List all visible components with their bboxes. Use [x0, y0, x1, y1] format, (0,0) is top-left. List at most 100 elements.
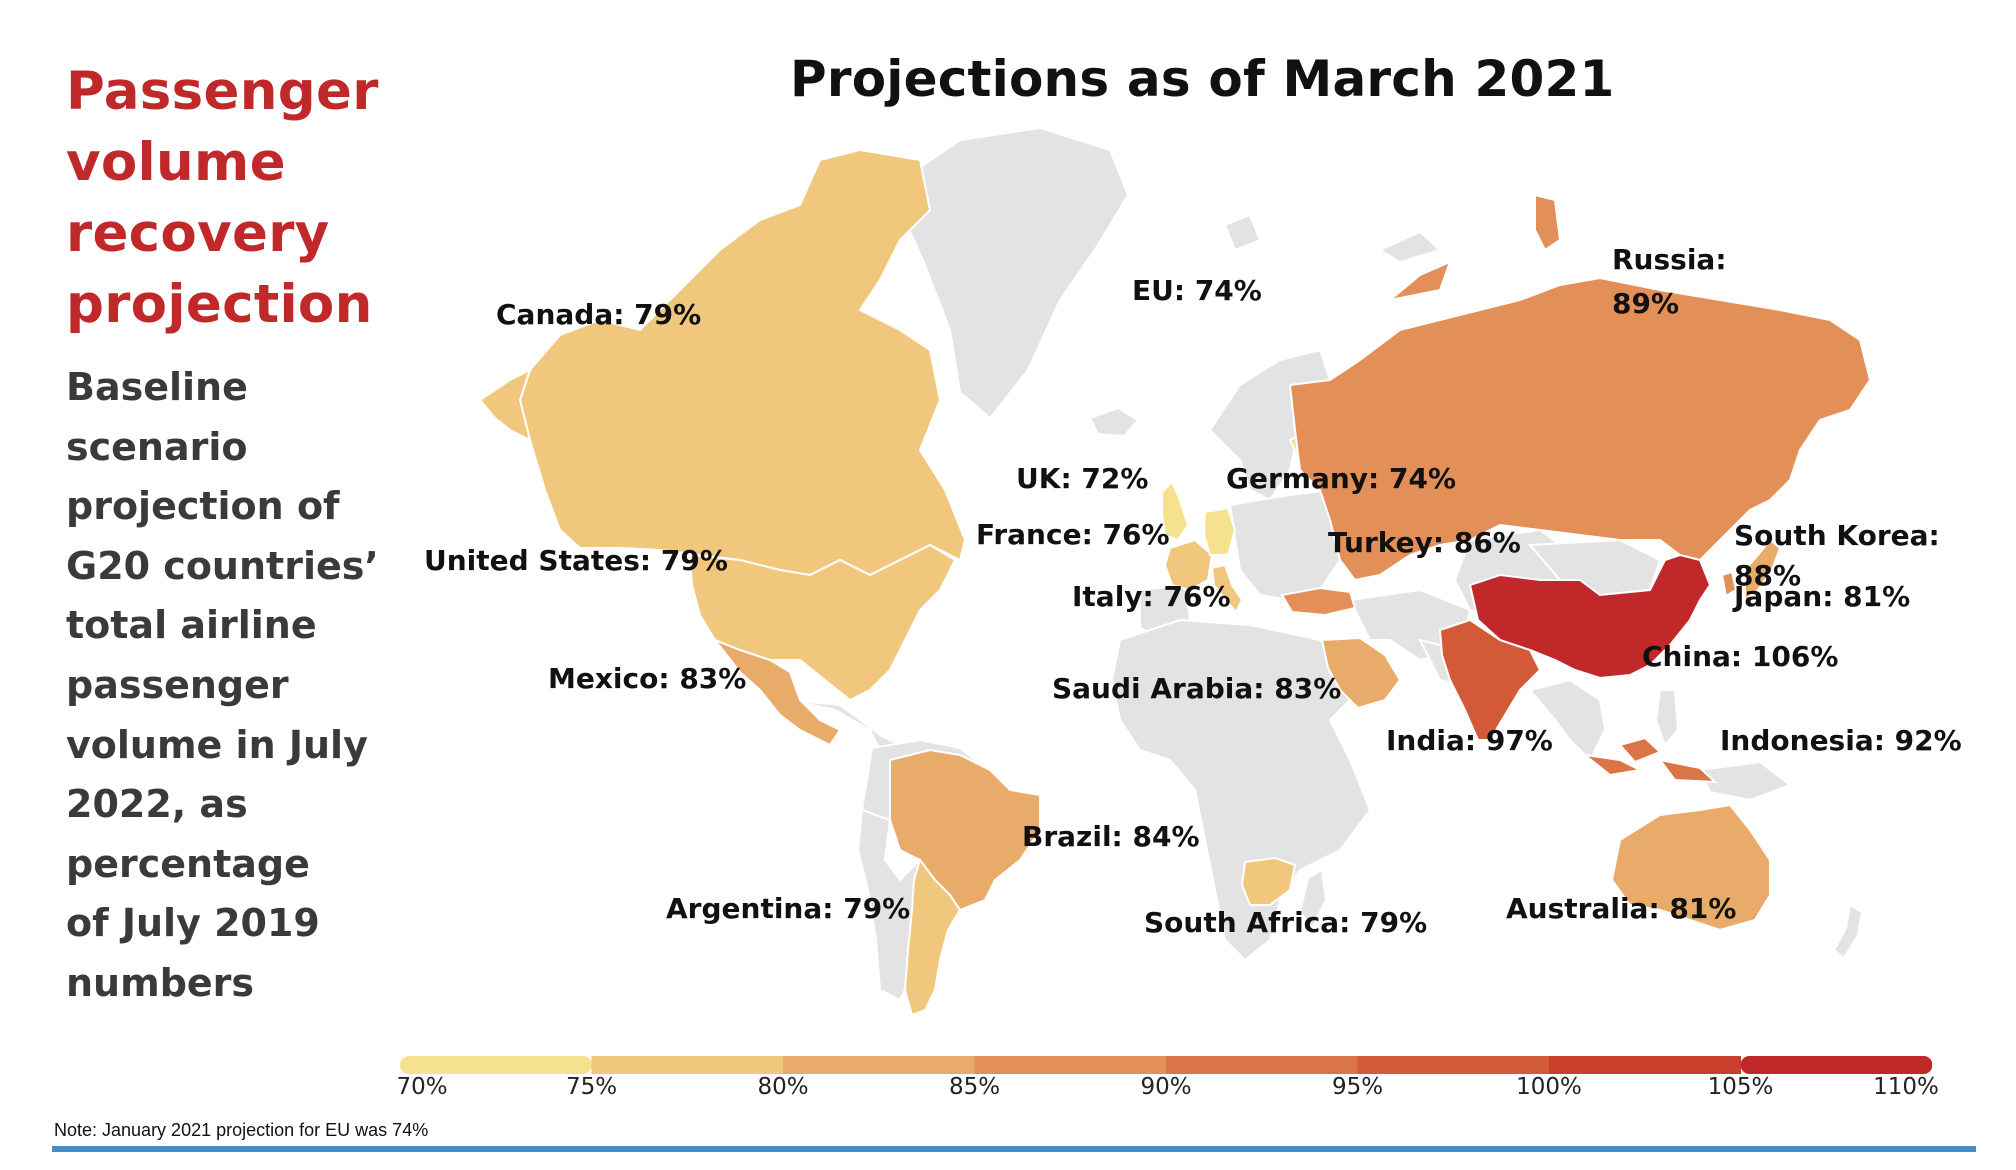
- label-name: Italy: [1072, 580, 1143, 613]
- description-line: percentage: [66, 841, 310, 886]
- label-argentina: Argentina: 79%: [666, 892, 911, 925]
- country-turkey[interactable]: [1280, 586, 1357, 617]
- country-saudi-arabia[interactable]: [1320, 636, 1402, 710]
- label-value: 76%: [1102, 518, 1170, 551]
- country-italy[interactable]: [1210, 563, 1244, 614]
- label-value: 83%: [1274, 672, 1342, 705]
- label-mexico: Mexico: 83%: [548, 662, 747, 695]
- label-name: Japan: [1734, 580, 1823, 613]
- label-name: South Africa: [1144, 906, 1340, 939]
- land-europe-east: [1228, 488, 1352, 602]
- label-value: 89%: [1612, 287, 1680, 320]
- label-value: 74%: [1194, 274, 1262, 307]
- label-value: 83%: [679, 662, 747, 695]
- country-russia-arctic[interactable]: [1389, 260, 1452, 301]
- title-line: volume: [66, 132, 286, 193]
- label-value: 106%: [1751, 640, 1839, 673]
- label-name: Germany: [1226, 462, 1369, 495]
- label-name: Indonesia: [1720, 724, 1874, 757]
- label-name: Brazil: [1022, 820, 1112, 853]
- country-south-africa[interactable]: [1240, 856, 1297, 906]
- label-value: 74%: [1389, 462, 1457, 495]
- legend-segment: [400, 1056, 592, 1074]
- label-italy: Italy: 76%: [1072, 580, 1231, 613]
- country-japan[interactable]: [1744, 538, 1782, 603]
- label-name: Argentina: [666, 892, 823, 925]
- title-line: projection: [66, 274, 373, 335]
- country-shapes: [478, 148, 1872, 1017]
- description-line: volume in July: [66, 722, 368, 767]
- label-us: United States: 79%: [424, 544, 728, 577]
- label-value: 97%: [1485, 724, 1553, 757]
- label-value: 72%: [1081, 462, 1149, 495]
- sidebar-description: Baseline scenario projection of G20 coun…: [66, 358, 396, 1014]
- land-madagascar: [1298, 868, 1328, 930]
- label-south-africa: South Africa: 79%: [1144, 906, 1428, 939]
- label-name: EU: [1132, 274, 1174, 307]
- description-line: 2022, as: [66, 782, 248, 827]
- sidebar-title: Passenger volume recovery projection: [66, 56, 396, 340]
- description-line: numbers: [66, 960, 255, 1005]
- legend-tick-label: 95%: [1331, 1074, 1384, 1100]
- land-iceland: [1088, 406, 1140, 438]
- label-value: 79%: [660, 544, 728, 577]
- label-australia: Australia: 81%: [1506, 892, 1737, 925]
- country-russia[interactable]: [1288, 276, 1872, 582]
- country-indonesia[interactable]: [1581, 736, 1718, 784]
- label-indonesia: Indonesia: 92%: [1720, 724, 1962, 757]
- title-line: recovery: [66, 203, 330, 264]
- label-value: 81%: [1843, 580, 1911, 613]
- country-south-korea[interactable]: [1720, 570, 1738, 598]
- label-south-korea: South Korea: 88%: [1734, 519, 1940, 592]
- description-line: G20 countries’: [66, 543, 379, 588]
- label-canada: Canada: 79%: [496, 298, 702, 331]
- label-eu: EU: 74%: [1132, 274, 1262, 307]
- label-value: 92%: [1894, 724, 1962, 757]
- legend-tick-label: 80%: [757, 1074, 809, 1100]
- footnote: Note: January 2021 projection for EU was…: [54, 1120, 429, 1140]
- country-canada[interactable]: [518, 148, 967, 577]
- country-germany[interactable]: [1202, 506, 1237, 556]
- label-turkey: Turkey: 86%: [1328, 526, 1521, 559]
- land-new-guinea: [1698, 760, 1793, 802]
- country-australia[interactable]: [1610, 803, 1771, 932]
- legend-segment: [974, 1056, 1167, 1074]
- legend-tick-label: 70%: [396, 1074, 448, 1100]
- country-us-alaska[interactable]: [478, 368, 532, 442]
- label-name: Saudi Arabia: [1052, 672, 1254, 705]
- country-uk[interactable]: [1161, 480, 1190, 542]
- land-greenland: [904, 126, 1130, 420]
- country-russia-far-east[interactable]: [1534, 193, 1562, 252]
- sidebar: Passenger volume recovery projection Bas…: [66, 56, 396, 1014]
- land-arctic-islands: [1377, 230, 1442, 264]
- legend-segment: [783, 1056, 975, 1074]
- country-china[interactable]: [1468, 553, 1712, 680]
- legend-tick-label: 90%: [1140, 1074, 1192, 1100]
- country-mexico[interactable]: [711, 637, 842, 747]
- legend-tick-label: 85%: [948, 1074, 1001, 1100]
- label-value: 88%: [1734, 559, 1802, 592]
- label-name: Russia: [1612, 243, 1716, 276]
- label-name: China: [1642, 640, 1731, 673]
- label-france: France: 76%: [976, 518, 1170, 551]
- label-value: 84%: [1132, 820, 1200, 853]
- label-india: India: 97%: [1386, 724, 1553, 757]
- legend-tick-label: 100%: [1516, 1074, 1582, 1100]
- label-brazil: Brazil: 84%: [1022, 820, 1200, 853]
- legend-segment: [591, 1056, 784, 1074]
- description-line: of July 2019: [66, 901, 320, 946]
- description-line: projection of: [66, 484, 340, 529]
- label-name: Mexico: [548, 662, 659, 695]
- country-argentina[interactable]: [903, 857, 962, 1017]
- label-value: 86%: [1453, 526, 1521, 559]
- description-line: total airline: [66, 603, 317, 648]
- country-france[interactable]: [1163, 538, 1214, 592]
- label-japan: Japan: 81%: [1734, 580, 1911, 613]
- label-name: India: [1386, 724, 1465, 757]
- label-saudi-arabia: Saudi Arabia: 83%: [1052, 672, 1342, 705]
- legend-segment: [1549, 1056, 1741, 1074]
- legend-color-scale: [400, 1056, 1932, 1074]
- legend-segment: [1740, 1056, 1932, 1074]
- land-se-asia: [1528, 678, 1607, 762]
- label-value: 79%: [1360, 906, 1428, 939]
